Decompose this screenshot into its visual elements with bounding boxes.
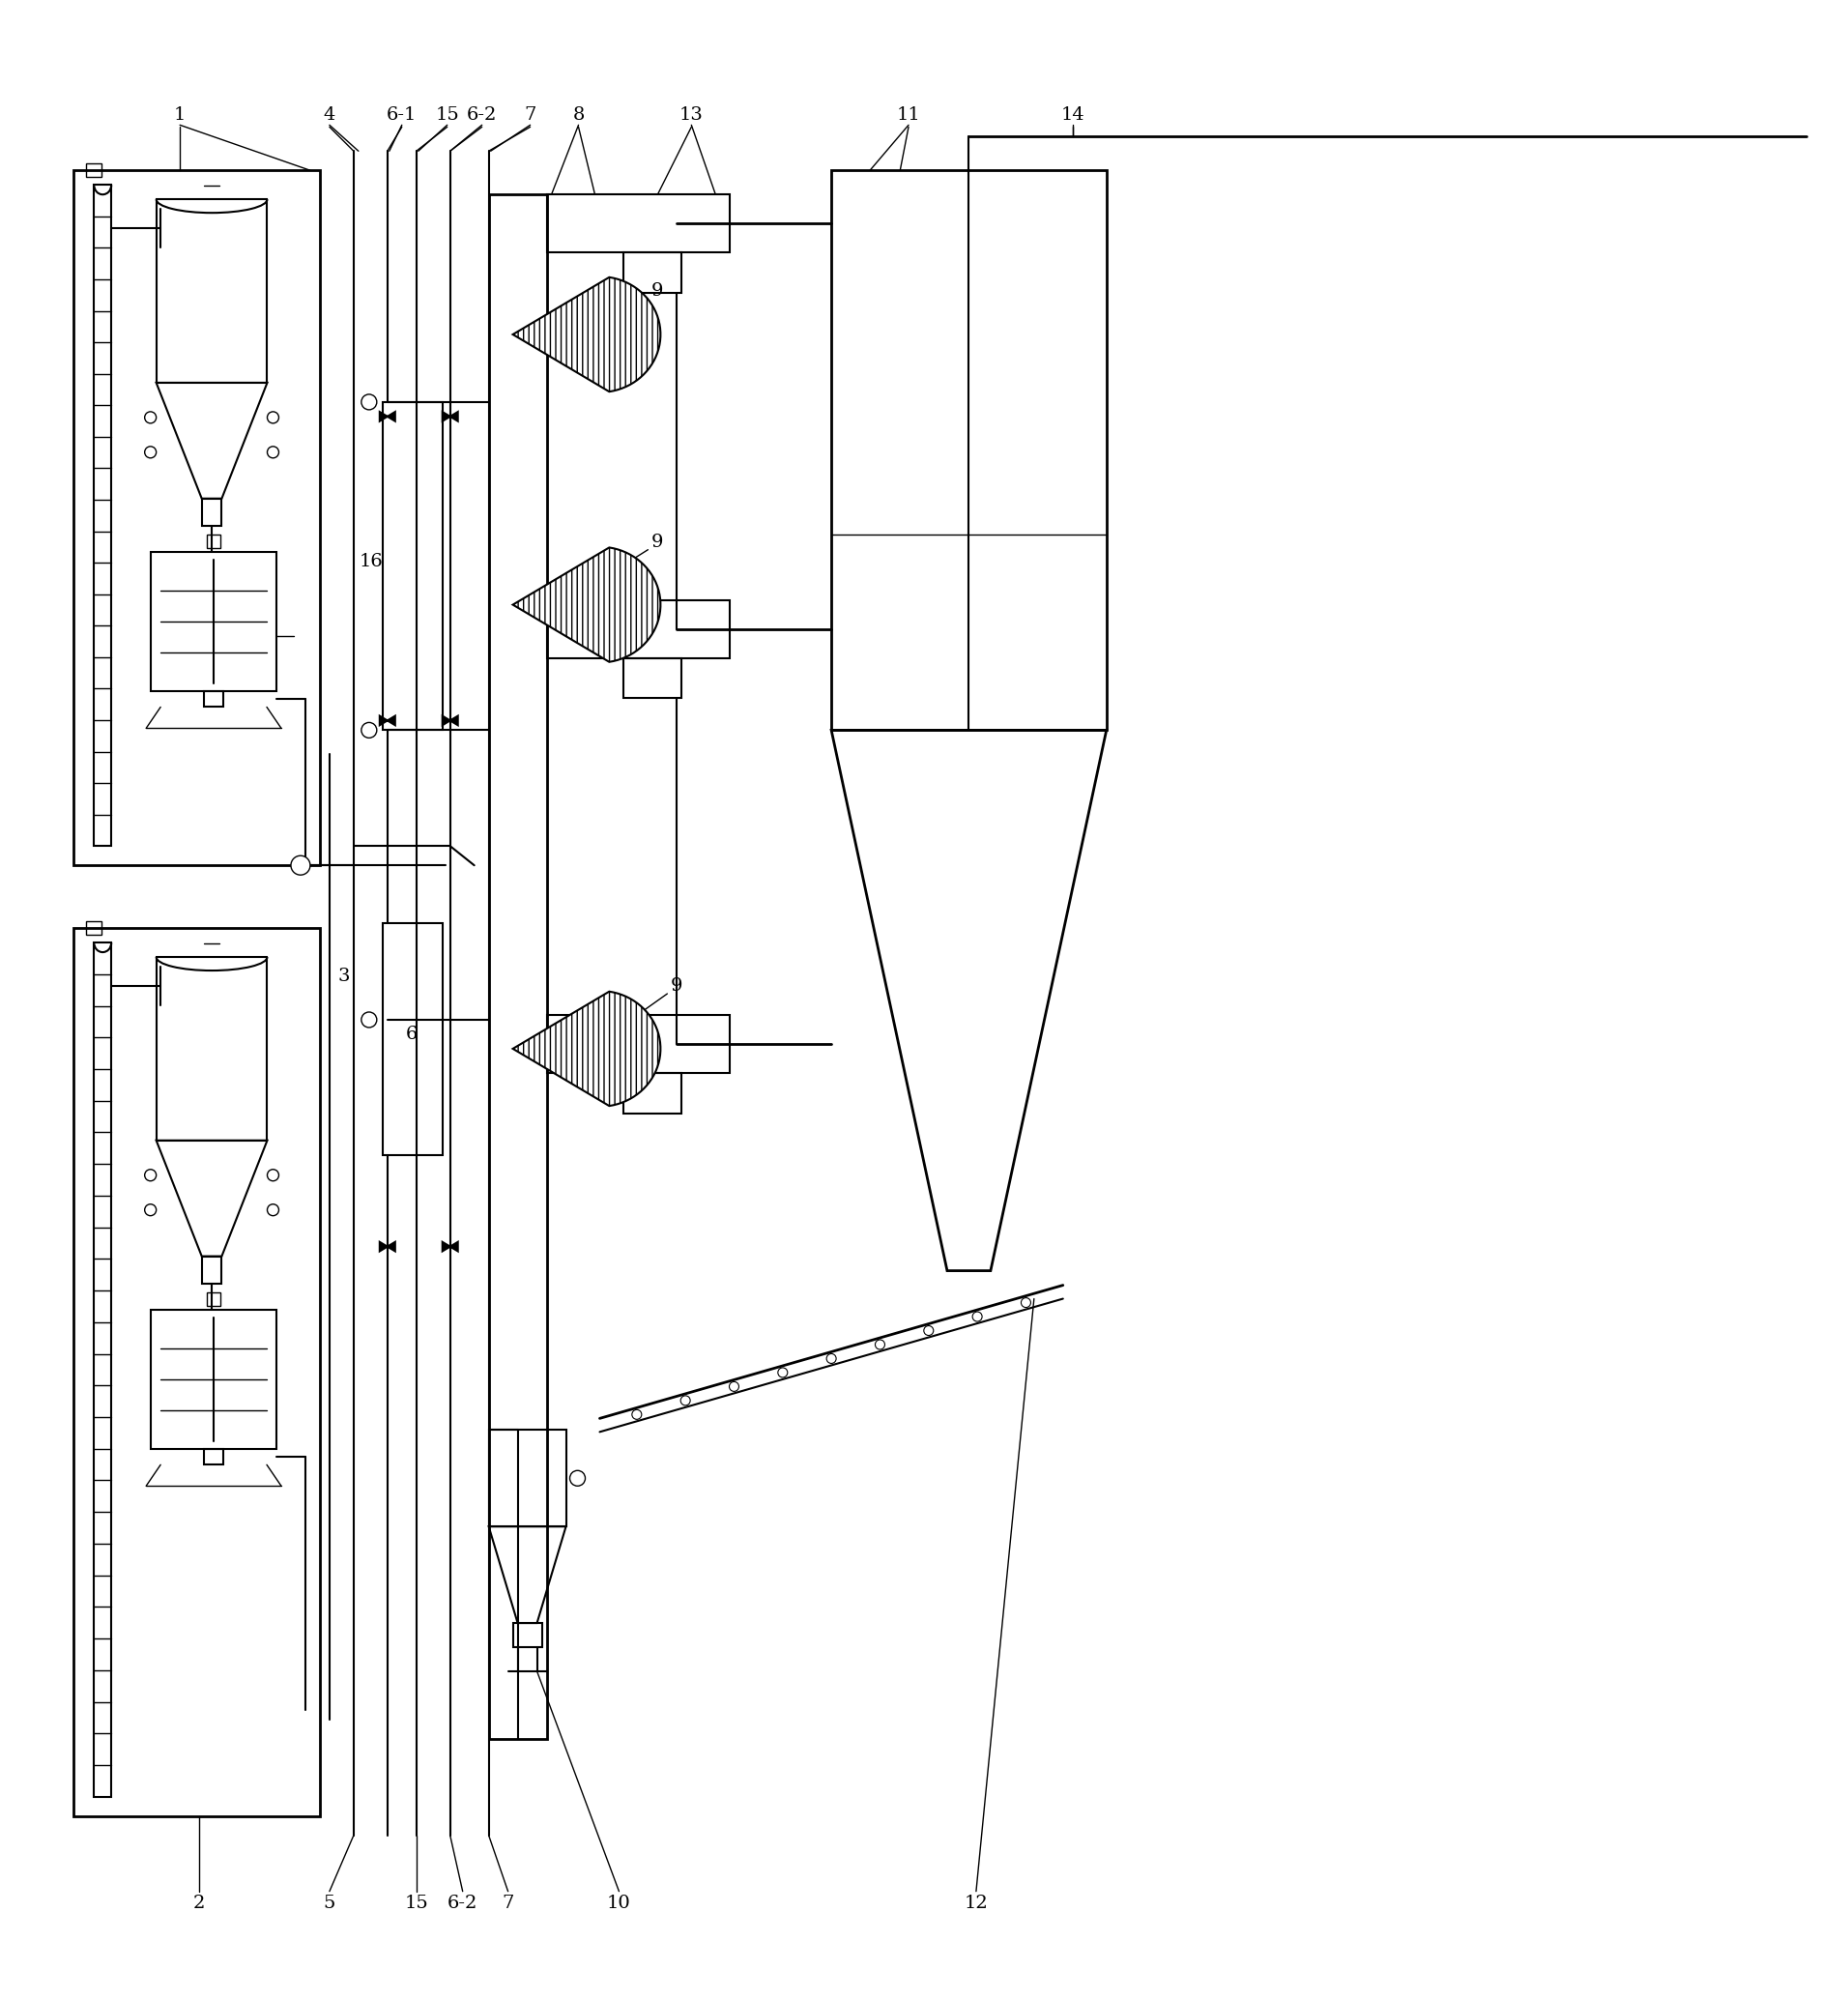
Bar [547,600,730,658]
Bar [201,1255,222,1283]
Text: 6: 6 [405,1025,418,1043]
Bar [94,184,111,846]
Bar [383,402,442,730]
Bar [383,924,442,1155]
Polygon shape [442,716,458,726]
Circle shape [362,394,377,410]
Circle shape [362,1011,377,1027]
Bar [488,194,547,1739]
Bar [207,1291,220,1305]
Circle shape [569,1471,586,1485]
Bar [74,170,320,866]
Circle shape [826,1353,835,1363]
Bar [547,194,730,252]
Text: 11: 11 [896,106,920,124]
Polygon shape [442,1241,458,1251]
Bar [625,252,682,294]
Circle shape [730,1381,739,1391]
Text: 8: 8 [573,106,584,124]
Bar [157,200,268,382]
Text: 13: 13 [680,106,704,124]
Text: 7: 7 [503,1895,514,1911]
Text: 6-1: 6-1 [386,106,418,124]
Text: 15: 15 [436,106,458,124]
Text: 5: 5 [323,1895,336,1911]
Text: 6-2: 6-2 [468,106,497,124]
Circle shape [144,446,157,458]
Text: 9: 9 [652,534,663,550]
Bar [74,928,320,1815]
Bar [152,1309,277,1449]
Text: 9: 9 [671,978,684,996]
Bar [832,170,1107,730]
Text: 2: 2 [194,1895,205,1911]
Circle shape [290,856,310,876]
Polygon shape [379,412,395,422]
Text: 15: 15 [405,1895,429,1911]
Text: 3: 3 [338,968,349,986]
Circle shape [268,446,279,458]
Text: 10: 10 [606,1895,630,1911]
Circle shape [144,412,157,424]
Text: 1: 1 [174,106,187,124]
Bar [514,1623,541,1647]
Bar [87,164,102,178]
Polygon shape [514,992,660,1105]
Circle shape [680,1395,691,1405]
Polygon shape [379,716,395,726]
Text: 9: 9 [652,282,663,300]
Bar [203,692,224,708]
Circle shape [268,1169,279,1181]
Circle shape [362,722,377,738]
Polygon shape [514,548,660,662]
Circle shape [144,1169,157,1181]
Polygon shape [442,412,458,422]
Bar [94,944,111,1797]
Bar [207,534,220,548]
Text: 6-2: 6-2 [447,1895,479,1911]
Polygon shape [514,278,660,392]
Text: 12: 12 [965,1895,989,1911]
Text: 7: 7 [525,106,536,124]
Circle shape [876,1339,885,1349]
Circle shape [144,1203,157,1215]
Polygon shape [379,1241,395,1251]
Bar [547,1015,730,1073]
Bar [201,498,222,526]
Bar [488,1429,565,1527]
Bar [625,658,682,698]
Bar [87,922,102,936]
Circle shape [924,1325,933,1335]
Circle shape [268,412,279,424]
Circle shape [268,1203,279,1215]
Text: 14: 14 [1061,106,1085,124]
Bar [203,1449,224,1465]
Text: 4: 4 [323,106,336,124]
Bar [157,958,268,1139]
Bar [625,1073,682,1113]
Circle shape [1022,1297,1031,1307]
Circle shape [778,1367,787,1377]
Text: 16: 16 [359,552,383,570]
Circle shape [632,1409,641,1419]
Circle shape [972,1311,981,1321]
Bar [152,552,277,692]
